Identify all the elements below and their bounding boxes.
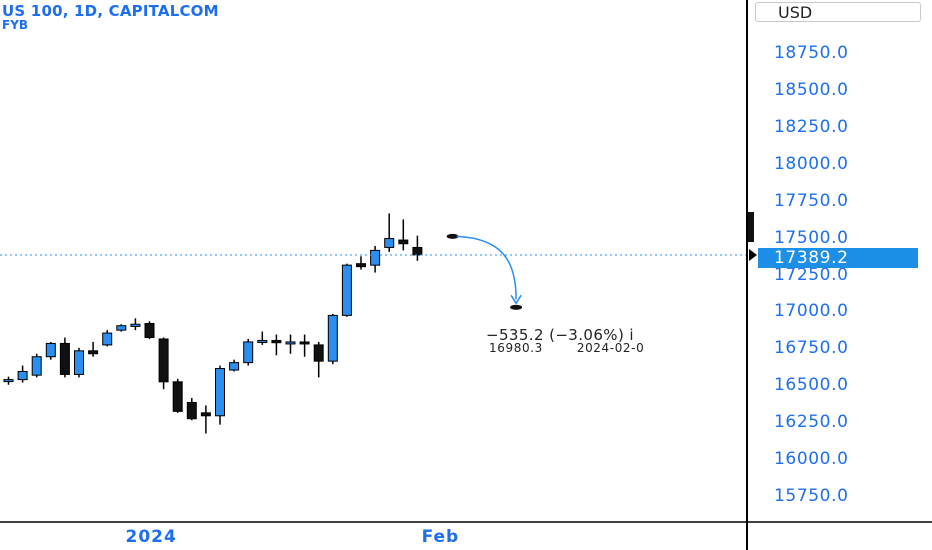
currency-selector[interactable]: USD [755, 2, 921, 22]
candle-body [17, 370, 28, 381]
price-tick-label: 17250.0 [774, 264, 849, 285]
candle-body [215, 368, 225, 417]
projection-change-label: −535.2 (−3.06%) i [486, 326, 634, 344]
candle-body [285, 341, 296, 345]
projection-arc [456, 235, 517, 300]
projection-target-date: 2024-02-0 [576, 341, 645, 355]
price-tick-label: 18500.0 [774, 79, 849, 100]
projection-end-point [510, 304, 523, 310]
price-tick-label: 16500.0 [774, 375, 849, 396]
candle-body [243, 341, 254, 364]
candle-body [257, 339, 268, 343]
axis-handle-icon [748, 212, 754, 242]
candle-body [3, 379, 14, 383]
candle-body [412, 246, 423, 256]
candles-layer [3, 213, 423, 434]
candle-body [186, 401, 197, 420]
candle-body [398, 239, 409, 245]
last-price-badge: 17389.2 [758, 248, 918, 268]
price-tick-label: 16750.0 [774, 338, 849, 359]
candle-body [172, 381, 183, 412]
projection-arrow-icon [510, 294, 522, 305]
symbol-title: US 100, 1D, CAPITALCOM [2, 2, 219, 20]
price-tick-label: 15750.0 [774, 486, 849, 506]
candle-body [356, 263, 366, 268]
candle-body [200, 412, 211, 417]
candle-body [313, 344, 324, 362]
time-tick-label: Feb [421, 527, 460, 547]
projection-target-value: 16980.3 [489, 341, 543, 355]
candle-body [144, 322, 155, 339]
indicator-label: FYB [2, 18, 29, 32]
candle-body [327, 314, 338, 362]
candle-body [102, 332, 113, 346]
candle-body [158, 338, 169, 383]
price-tick-label: 17500.0 [774, 227, 849, 248]
candle-body [299, 341, 310, 345]
candle-body [31, 356, 42, 376]
candle-body [341, 264, 352, 316]
candle-body [370, 249, 381, 266]
candle-body [384, 238, 395, 248]
last-price-marker-icon [749, 248, 757, 261]
price-tick-label: 17750.0 [774, 190, 849, 211]
price-tick-label: 16250.0 [774, 412, 849, 433]
candle-body [116, 325, 127, 331]
price-tick-label: 17000.0 [774, 301, 849, 322]
candle-body [271, 339, 282, 344]
candle-body [45, 342, 56, 358]
price-tick-label: 18750.0 [774, 43, 849, 63]
time-tick-label: 2024 [125, 527, 177, 547]
candle-body [88, 350, 99, 355]
projection-detail-label: 16980.3 2024-02-0 [489, 341, 744, 355]
candle-body [130, 323, 141, 327]
price-tick-label: 16000.0 [774, 449, 849, 470]
overlay-layer [0, 212, 757, 310]
candle-body [59, 342, 70, 375]
price-tick-label: 18000.0 [774, 153, 849, 174]
price-tick-label: 18250.0 [774, 116, 849, 137]
projection-start-point [446, 233, 459, 239]
candle-body [229, 362, 240, 371]
candle-body [74, 350, 84, 375]
